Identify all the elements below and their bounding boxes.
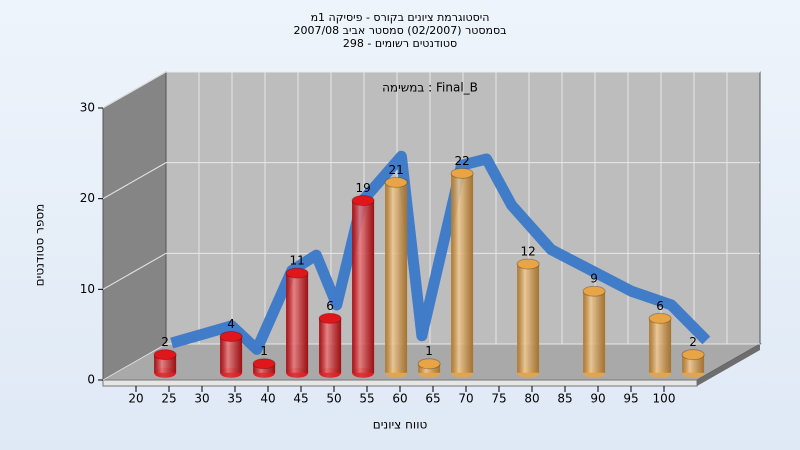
value-label: 11 xyxy=(289,254,304,268)
chart-title: היסטוגרמת ציונים בקורס - פיסיקה 1מ xyxy=(311,11,490,24)
bar-shine xyxy=(352,200,375,373)
value-label: 1 xyxy=(260,344,268,358)
x-tick-label: 100 xyxy=(653,392,676,406)
bar-top xyxy=(648,312,672,324)
x-tick-label: 20 xyxy=(128,392,143,406)
x-tick-label: 40 xyxy=(260,392,275,406)
y-tick-label: 0 xyxy=(87,373,95,387)
x-tick-label: 80 xyxy=(524,392,539,406)
x-tick-label: 60 xyxy=(392,392,407,406)
curve xyxy=(170,150,711,355)
bar-top xyxy=(384,176,408,188)
value-label: 4 xyxy=(227,317,235,331)
value-label: 12 xyxy=(520,245,535,259)
value-label: 9 xyxy=(590,272,598,286)
value-label: 6 xyxy=(326,299,334,313)
bar-top xyxy=(582,285,606,297)
bar-top xyxy=(252,358,276,370)
left-wall xyxy=(102,71,167,381)
bar-shine xyxy=(649,318,672,373)
bar-shine xyxy=(154,354,177,373)
bar-top xyxy=(219,331,243,343)
y-tick-label: 20 xyxy=(80,191,95,205)
bar-shine xyxy=(583,291,606,373)
x-tick-label: 75 xyxy=(491,392,506,406)
bar-shine xyxy=(319,318,342,373)
value-label: 6 xyxy=(656,299,664,313)
chart-title: בסמסטר (02/2007) סמסטר אביב 2007/08 xyxy=(293,24,506,37)
bar-shine xyxy=(682,354,705,373)
bar-shine xyxy=(385,182,408,373)
x-tick-label: 35 xyxy=(227,392,242,406)
value-label: 2 xyxy=(161,335,169,349)
bar-top xyxy=(516,258,540,270)
floor-edge xyxy=(102,379,698,387)
bar-shine xyxy=(517,264,540,373)
y-tick-label: 30 xyxy=(80,101,95,115)
y-axis-label: מספר סטודנטים xyxy=(33,204,47,287)
x-tick-label: 85 xyxy=(557,392,572,406)
subtitle: במשימה : Final_B xyxy=(382,81,478,95)
x-tick-label: 95 xyxy=(623,392,638,406)
x-tick-label: 70 xyxy=(458,392,473,406)
bar-top xyxy=(318,312,342,324)
x-tick-label: 25 xyxy=(161,392,176,406)
bar-top xyxy=(450,167,474,179)
value-label: 21 xyxy=(388,163,403,177)
value-label: 1 xyxy=(425,344,433,358)
x-axis-label: טווח ציונים xyxy=(373,418,428,432)
bar-shine xyxy=(451,173,474,373)
bar-top xyxy=(417,358,441,370)
floor-side xyxy=(697,344,760,386)
x-tick-label: 45 xyxy=(293,392,308,406)
bar-top xyxy=(153,349,177,361)
value-label: 19 xyxy=(355,181,370,195)
value-label: 2 xyxy=(689,335,697,349)
y-tick-label: 10 xyxy=(80,282,95,296)
bar-shine xyxy=(220,336,243,373)
bar-shine xyxy=(286,273,309,373)
chart-title: סטודנטים רשומים - 298 xyxy=(343,37,457,50)
x-tick-label: 65 xyxy=(425,392,440,406)
x-tick-label: 55 xyxy=(359,392,374,406)
x-tick-label: 30 xyxy=(194,392,209,406)
x-tick-label: 50 xyxy=(326,392,341,406)
bar-top xyxy=(285,267,309,279)
value-label: 22 xyxy=(454,154,469,168)
bar-top xyxy=(351,195,375,207)
bar-top xyxy=(681,349,705,361)
x-tick-label: 90 xyxy=(590,392,605,406)
